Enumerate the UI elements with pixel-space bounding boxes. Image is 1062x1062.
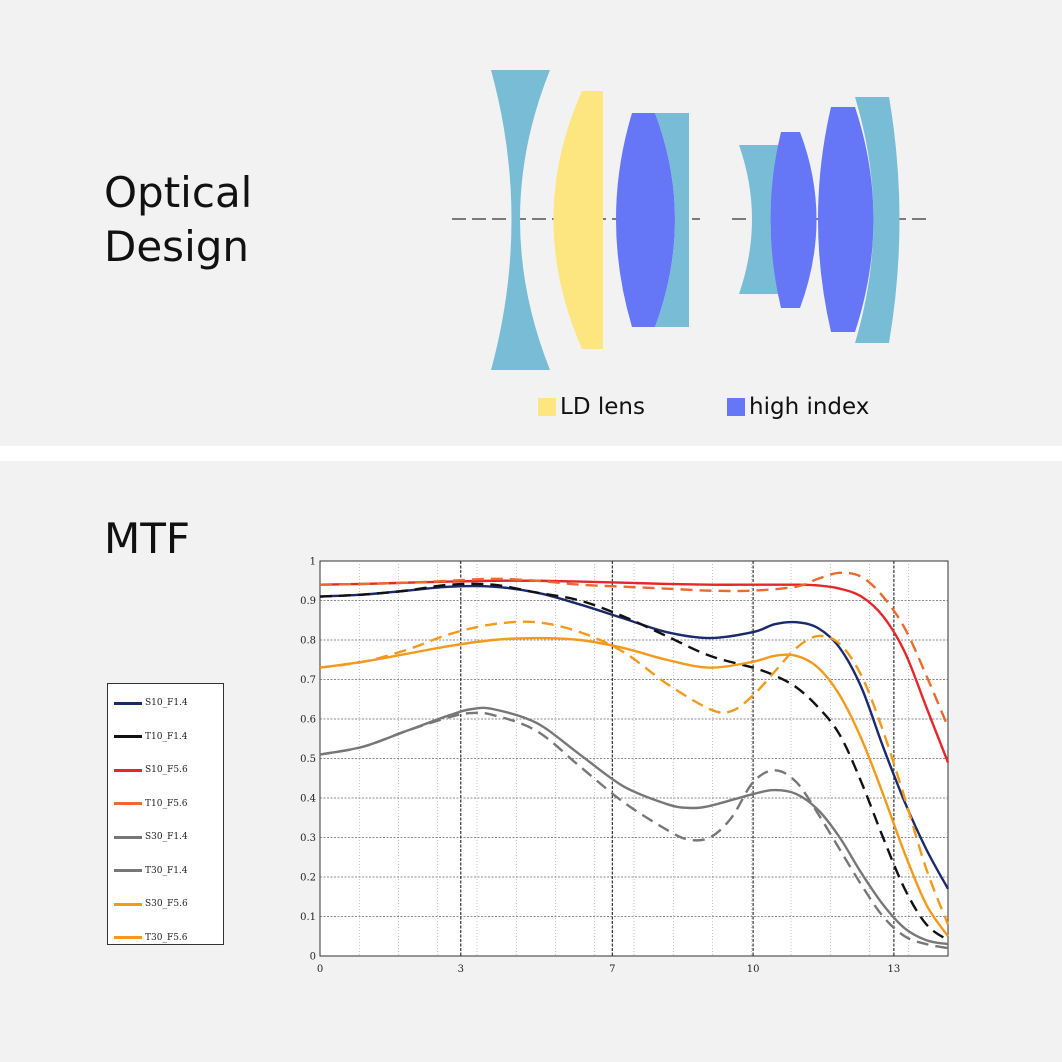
x-tick-label: 7 — [609, 964, 615, 975]
y-tick-label: 0.3 — [300, 833, 316, 844]
y-tick-label: 0.5 — [300, 754, 316, 765]
mtf-legend-item: S10_F1.4 — [114, 696, 188, 710]
mtf-legend-item: S30_F5.6 — [114, 897, 188, 911]
lens-element-3-high-index — [616, 113, 675, 327]
y-tick-label: 0.8 — [300, 636, 316, 647]
series-line-t10-f5-6 — [319, 571, 950, 728]
x-tick-label: 13 — [887, 964, 900, 975]
mtf-legend-line-icon — [114, 869, 142, 872]
optical-design-panel: Optical Design LD lens high index — [0, 0, 1062, 446]
mtf-legend-line-icon — [114, 902, 142, 906]
x-tick-label: 3 — [458, 964, 464, 975]
series-line-t10-f1-4 — [319, 582, 949, 942]
mtf-panel: MTF S10_F1.4 T10_F1.4 S10_F5.6 T10_F5.6 S30_… — [0, 461, 1062, 1062]
mtf-legend-item: T30_F5.6 — [114, 931, 188, 945]
high-index-swatch-icon — [727, 398, 745, 416]
optical-title-line-1: Optical — [104, 168, 253, 217]
lens-element-8 — [855, 97, 900, 343]
series-line-s10-f5-6 — [319, 579, 950, 763]
x-tick-label: 10 — [747, 964, 760, 975]
ld-lens-swatch-icon — [538, 398, 556, 416]
mtf-legend-label: S30_F5.6 — [145, 899, 188, 909]
y-tick-label: 0 — [310, 952, 316, 963]
mtf-chart-legend: S10_F1.4 T10_F1.4 S10_F5.6 T10_F5.6 S30_F1.4… — [107, 683, 224, 945]
mtf-legend-label: S10_F5.6 — [145, 765, 188, 775]
mtf-legend-label: T30_F5.6 — [145, 932, 188, 943]
mtf-legend-label: T30_F1.4 — [145, 865, 188, 876]
mtf-legend-item: T10_F1.4 — [114, 730, 188, 744]
mtf-legend-line-icon — [114, 735, 142, 738]
mtf-legend-label: S10_F1.4 — [145, 698, 188, 708]
y-tick-label: 0.1 — [300, 912, 316, 923]
mtf-legend-line-icon — [114, 701, 142, 705]
y-tick-label: 1 — [310, 557, 316, 568]
mtf-legend-item: T30_F1.4 — [114, 864, 188, 878]
optical-title-line-2: Design — [104, 222, 250, 271]
mtf-legend-line-icon — [114, 936, 142, 939]
mtf-legend-item: S30_F1.4 — [114, 830, 188, 844]
mtf-legend-item: S10_F5.6 — [114, 763, 188, 777]
mtf-legend-line-icon — [114, 802, 142, 805]
lens-element-7-high-index — [818, 107, 874, 332]
lens-element-2-ld — [553, 91, 603, 349]
mtf-legend-item: T10_F5.6 — [114, 797, 188, 811]
legend-ld-lens: LD lens — [538, 394, 645, 420]
y-tick-label: 0.7 — [300, 675, 316, 686]
mtf-legend-label: S30_F1.4 — [145, 832, 188, 842]
y-tick-label: 0.2 — [300, 873, 316, 884]
series-line-s10-f1-4 — [319, 584, 950, 890]
y-tick-label: 0.6 — [300, 715, 316, 726]
mtf-chart: 00.10.20.30.40.50.60.70.80.910 3 7 10 13 — [300, 557, 950, 975]
legend-high-index: high index — [727, 394, 869, 420]
optical-design-title: Optical Design — [104, 166, 364, 274]
legend-ld-label: LD lens — [560, 394, 645, 420]
y-tick-label: 0.9 — [300, 596, 316, 607]
mtf-legend-line-icon — [114, 768, 142, 772]
lens-element-1-concave — [491, 70, 550, 370]
series-line-t30-f1-4 — [319, 711, 949, 950]
mtf-title: MTF — [104, 514, 191, 563]
x-tick-label: 0 — [317, 964, 323, 975]
legend-high-index-label: high index — [749, 394, 870, 420]
lens-diagram — [452, 70, 926, 370]
lens-element-4 — [655, 113, 689, 327]
y-tick-label: 0.4 — [300, 794, 316, 805]
series-line-s30-f1-4 — [319, 706, 949, 946]
lens-element-5 — [739, 145, 781, 294]
series-line-t30-f5-6 — [319, 620, 950, 925]
series-line-s30-f5-6 — [319, 636, 949, 937]
mtf-legend-line-icon — [114, 835, 142, 839]
mtf-legend-label: T10_F1.4 — [145, 731, 188, 742]
lens-element-6-high-index — [770, 132, 817, 308]
mtf-legend-label: T10_F5.6 — [145, 798, 188, 809]
